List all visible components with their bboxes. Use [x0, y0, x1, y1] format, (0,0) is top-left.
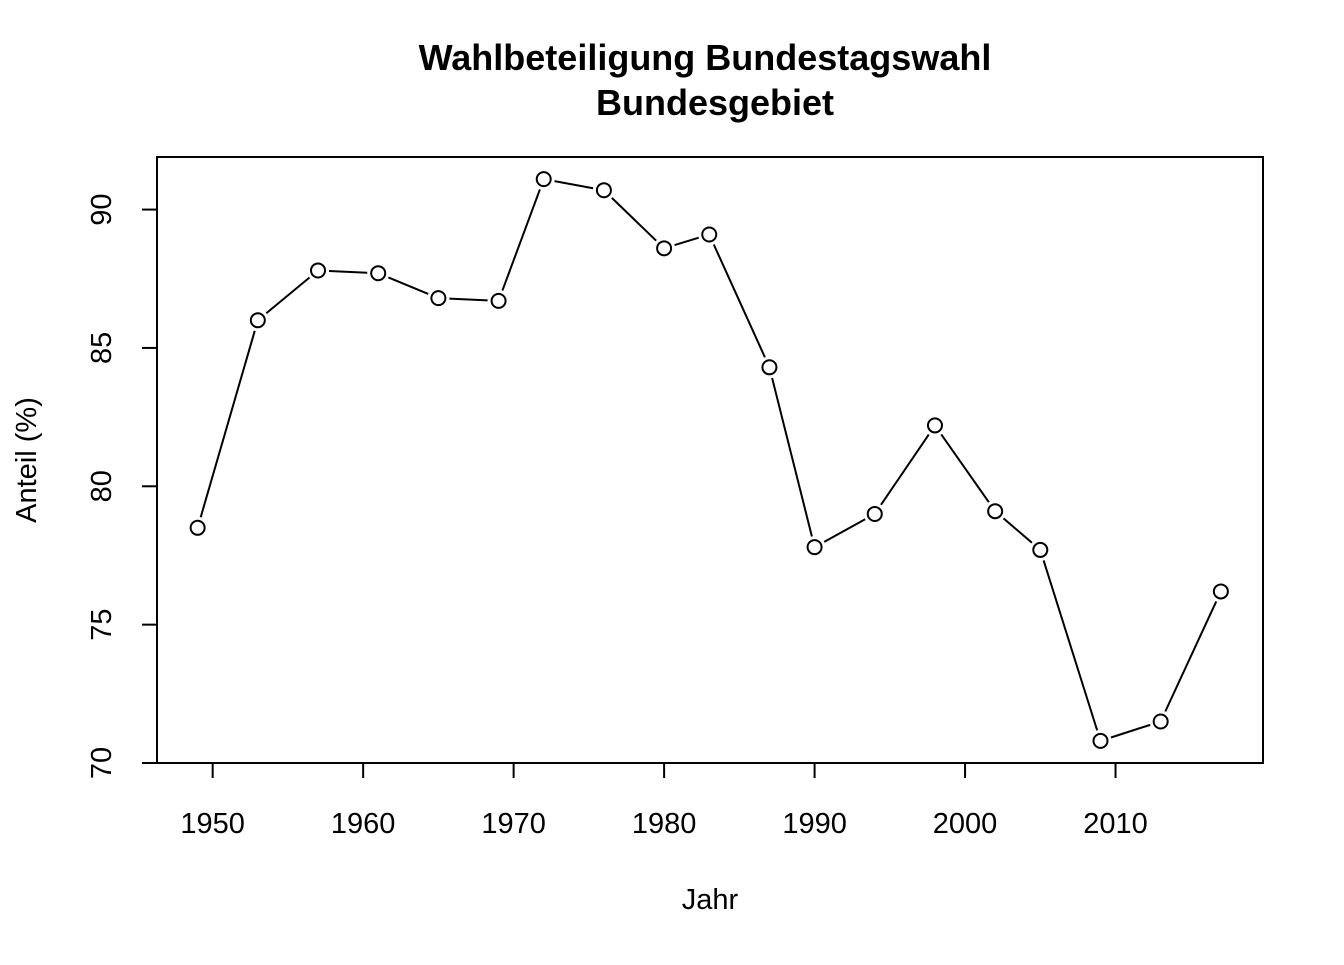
data-point-1987	[761, 359, 778, 376]
x-axis-label: Jahr	[682, 884, 739, 916]
y-tick-label-85: 85	[86, 332, 118, 364]
series-line-segment	[449, 297, 488, 302]
data-point-1972	[535, 171, 552, 188]
x-tick-label-1960: 1960	[331, 808, 396, 840]
series-line-segment	[387, 276, 429, 295]
series-line-segment	[674, 236, 700, 247]
series-line-segment	[1042, 560, 1099, 731]
data-point-1961	[370, 265, 387, 282]
data-point-2013	[1152, 713, 1169, 730]
y-tick-label-70: 70	[86, 747, 118, 779]
data-point-1953	[249, 312, 266, 329]
series-line-segment	[554, 180, 594, 190]
x-axis: 1950 1960 1970 1980 1990 2000 2010	[180, 762, 1148, 840]
x-tick-label-2010: 2010	[1083, 808, 1148, 840]
y-tick-label-90: 90	[86, 193, 118, 225]
chart-title-line-1: Wahlbeteiligung Bundestagswahl	[419, 37, 992, 78]
series-line-segment	[1164, 601, 1218, 712]
y-axis-label: Anteil (%)	[11, 397, 43, 523]
series-line-segment	[823, 518, 866, 543]
series-line-segment	[611, 197, 657, 242]
data-point-1998	[926, 417, 943, 434]
y-tick-label-80: 80	[86, 470, 118, 502]
x-tick-label-2000: 2000	[933, 808, 998, 840]
series-line-segment	[712, 244, 766, 358]
series-line-segment	[1110, 723, 1151, 739]
series-line-segment	[771, 377, 813, 537]
y-tick-label-75: 75	[86, 609, 118, 641]
series-line-segment	[501, 189, 541, 291]
data-point-1965	[430, 290, 447, 307]
x-tick-label-1980: 1980	[632, 808, 697, 840]
data-point-1969	[490, 292, 507, 309]
series-line-segment	[265, 276, 311, 315]
chart-title-line-2: Bundesgebiet	[596, 82, 834, 123]
data-point-2002	[987, 503, 1004, 520]
plot-area-border	[156, 156, 1264, 764]
data-point-2017	[1212, 583, 1229, 600]
series-layer	[189, 171, 1229, 749]
data-point-1976	[595, 182, 612, 199]
data-point-1994	[866, 505, 883, 522]
x-tick-label-1950: 1950	[180, 808, 245, 840]
data-point-1990	[806, 539, 823, 556]
y-axis: 70 75 80 85 90	[86, 193, 158, 779]
series-line-segment	[940, 433, 990, 503]
data-point-1957	[310, 262, 327, 279]
data-point-2005	[1032, 541, 1049, 558]
x-tick-label-1970: 1970	[481, 808, 546, 840]
data-point-1983	[701, 226, 718, 243]
series-line-segment	[880, 433, 930, 506]
series-line-segment	[199, 330, 256, 518]
series-line-segment	[328, 269, 368, 274]
series-line-segment	[1002, 517, 1033, 544]
data-point-1980	[656, 240, 673, 257]
data-point-1949	[189, 519, 206, 536]
x-tick-label-1990: 1990	[782, 808, 847, 840]
data-point-2009	[1092, 732, 1109, 749]
